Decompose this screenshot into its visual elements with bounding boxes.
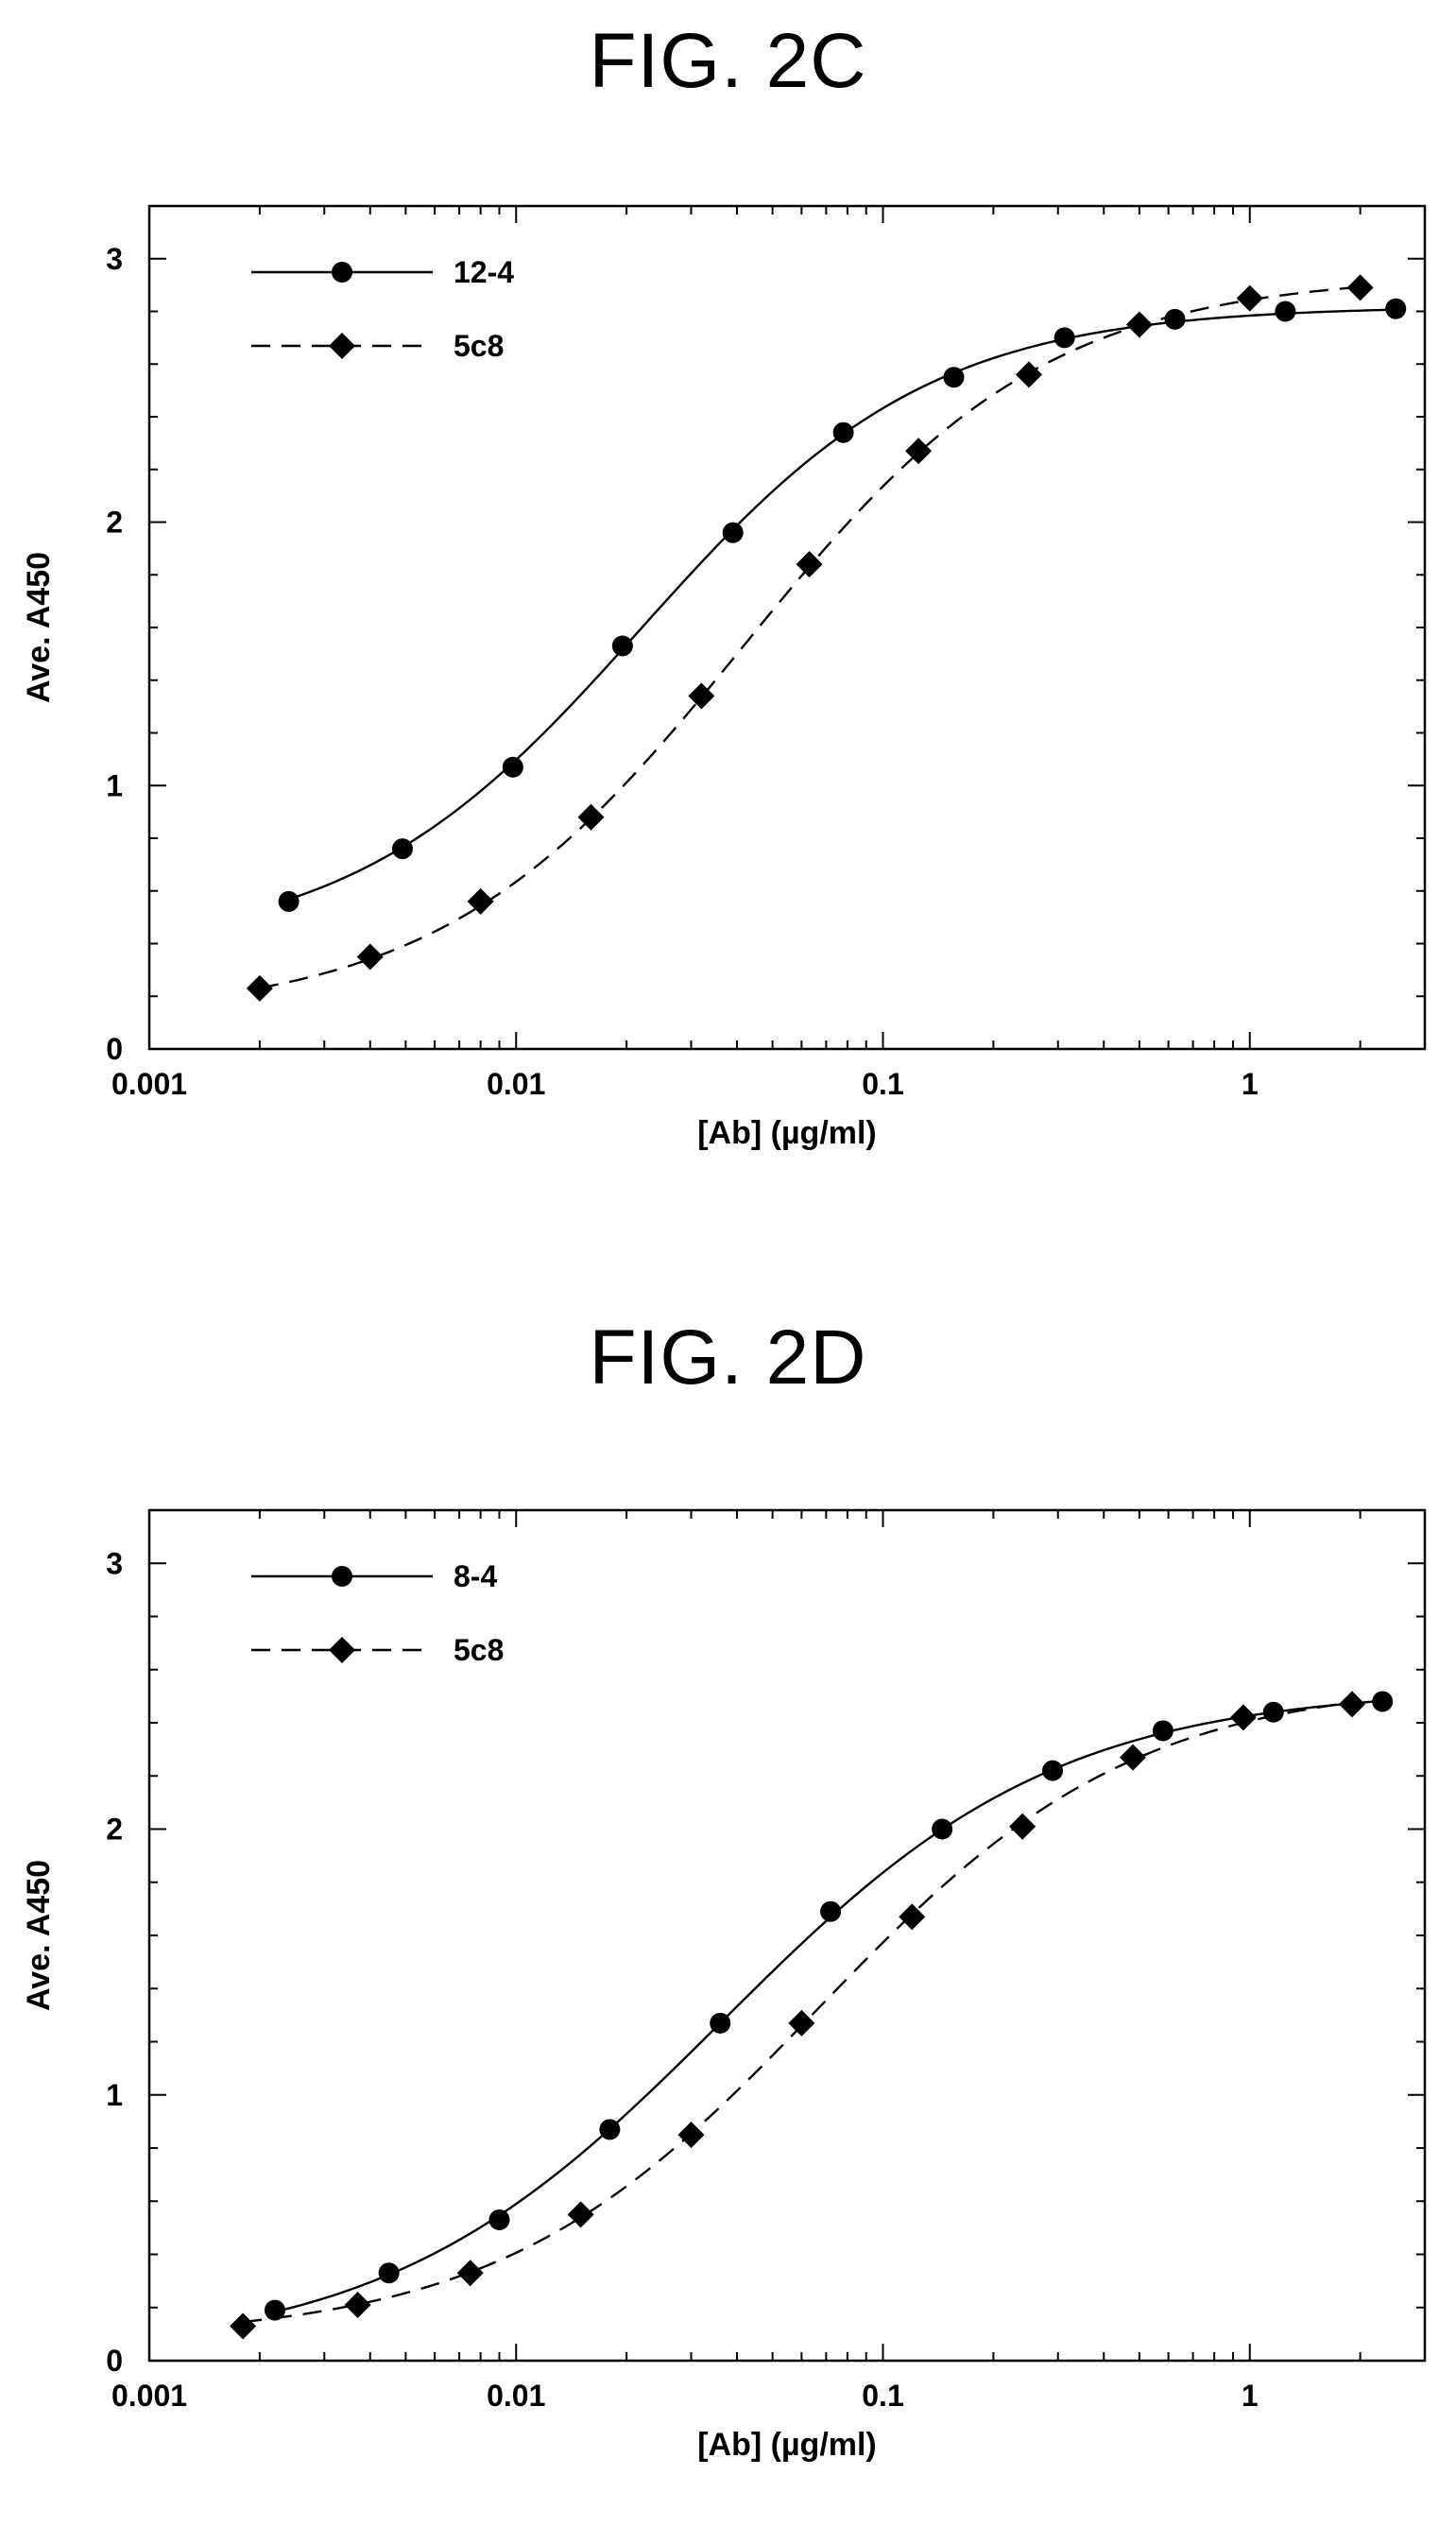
chart-2d: 0.001 0.01 0.1 1 0 1 2 3 [Ab] (µg/ml) Ave. A450 8-… [21, 1508, 1427, 2463]
data-point-12-4 [391, 838, 413, 860]
data-point-5c8 [905, 438, 933, 465]
legend-marker-8-4 [332, 1566, 352, 1587]
data-point-5c8 [344, 2291, 371, 2318]
data-point-5c8 [796, 551, 823, 578]
data-point-5c8 [1119, 1744, 1146, 1771]
data-point-5c8 [1229, 1704, 1257, 1731]
legend-marker-5c8 [329, 1637, 355, 1663]
data-point-8-4 [1042, 1760, 1064, 1781]
data-point-8-4 [488, 2209, 510, 2230]
series-line-5c8 [259, 285, 1361, 989]
legend-label-5c8: 5c8 [454, 1633, 504, 1667]
data-point-5c8 [1009, 1813, 1036, 1840]
x-axis-label: [Ab] (µg/ml) [697, 1115, 877, 1151]
data-point-8-4 [1372, 1691, 1394, 1712]
data-point-12-4 [722, 522, 744, 543]
data-point-8-4 [599, 2119, 621, 2140]
y-axis-label: Ave. A450 [21, 552, 57, 703]
data-point-5c8 [567, 2201, 594, 2228]
x-tick-label: 1 [1242, 2379, 1259, 2413]
data-point-8-4 [264, 2299, 285, 2321]
plot-frame [147, 1508, 1427, 2363]
y-tick-label: 2 [106, 506, 123, 540]
x-axis-label: [Ab] (µg/ml) [697, 2427, 877, 2463]
y-tick-label: 0 [106, 2344, 123, 2378]
y-tick-label: 0 [106, 1032, 123, 1066]
series-line-8-4 [274, 1699, 1383, 2313]
data-point-12-4 [1275, 301, 1296, 322]
data-point-5c8 [246, 974, 273, 1002]
data-point-12-4 [611, 635, 633, 657]
data-point-5c8 [456, 2260, 484, 2287]
figure-title-2d: FIG. 2D [589, 1315, 867, 1401]
legend-label-12-4: 12-4 [454, 255, 514, 289]
data-point-12-4 [278, 890, 300, 912]
legend-marker-12-4 [332, 262, 352, 283]
y-tick-label: 3 [106, 1546, 123, 1580]
y-tick-label: 1 [106, 2078, 123, 2112]
data-point-12-4 [1385, 298, 1407, 319]
x-tick-label: 1 [1242, 1067, 1259, 1101]
legend-marker-5c8 [329, 333, 355, 359]
data-point-5c8 [788, 2009, 815, 2037]
data-point-5c8 [1016, 361, 1043, 388]
data-point-12-4 [502, 756, 523, 778]
data-point-5c8 [230, 2312, 257, 2340]
data-point-5c8 [899, 1903, 926, 1931]
series-line-12-4 [288, 308, 1396, 901]
data-point-5c8 [356, 943, 384, 971]
x-tick-label: 0.1 [862, 1067, 903, 1101]
y-tick-label: 1 [106, 768, 123, 802]
x-tick-label: 0.001 [111, 2379, 187, 2413]
figure-title-2c: FIG. 2C [589, 18, 867, 104]
data-point-5c8 [577, 803, 605, 831]
data-point-8-4 [378, 2262, 400, 2284]
data-point-5c8 [1236, 284, 1263, 312]
data-point-5c8 [1346, 274, 1374, 301]
data-point-12-4 [1164, 308, 1186, 330]
series-line-5c8 [242, 1701, 1353, 2324]
legend-label-8-4: 8-4 [454, 1559, 497, 1593]
chart-2c: 0.001 0.01 0.1 1 0 1 2 3 [Ab] (µg/ml) Ave. A450 12… [21, 204, 1427, 1151]
data-point-5c8 [467, 887, 494, 915]
x-tick-label: 0.01 [487, 1067, 545, 1101]
data-point-5c8 [688, 682, 715, 710]
y-axis-label: Ave. A450 [21, 1860, 57, 2011]
data-point-12-4 [943, 367, 965, 388]
data-point-12-4 [832, 421, 854, 443]
data-point-5c8 [1338, 1691, 1365, 1718]
x-tick-label: 0.001 [111, 1067, 187, 1101]
x-tick-label: 0.1 [862, 2379, 903, 2413]
data-point-8-4 [820, 1900, 842, 1922]
legend-label-5c8: 5c8 [454, 329, 504, 363]
data-point-8-4 [710, 2012, 731, 2034]
x-tick-label: 0.01 [487, 2379, 545, 2413]
data-point-12-4 [1053, 327, 1075, 349]
data-point-5c8 [677, 2121, 705, 2148]
y-tick-label: 3 [106, 242, 123, 276]
y-tick-label: 2 [106, 1813, 123, 1847]
data-point-8-4 [1262, 1701, 1284, 1723]
data-point-5c8 [1125, 311, 1153, 338]
data-point-8-4 [1152, 1720, 1173, 1742]
plot-frame [147, 204, 1427, 1051]
data-point-8-4 [932, 1818, 953, 1840]
